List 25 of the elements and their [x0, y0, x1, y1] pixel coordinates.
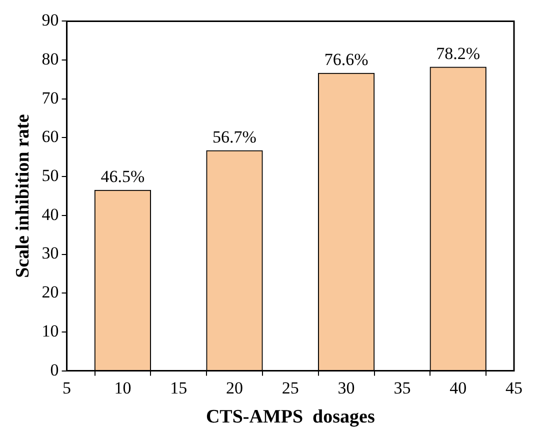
x-tick-label: 5	[62, 378, 72, 398]
data-label: 76.6%	[324, 50, 368, 70]
y-axis-title: Scale inhibition rate	[12, 114, 34, 278]
x-tick-label: 25	[282, 378, 299, 398]
y-tick-label: 40	[42, 204, 59, 224]
x-tick-label: 45	[506, 378, 522, 398]
y-tick-label: 50	[42, 166, 59, 186]
y-tick-label: 0	[50, 360, 59, 380]
y-tick-label: 20	[42, 282, 59, 302]
y-tick-label: 10	[42, 321, 59, 340]
data-label: 46.5%	[100, 167, 145, 186]
x-tick-label: 30	[338, 378, 355, 398]
x-tick-label: 35	[394, 378, 411, 398]
y-tick-label: 70	[42, 88, 59, 108]
y-tick-label: 80	[42, 50, 59, 69]
data-label: 78.2%	[436, 44, 480, 64]
y-tick-label: 60	[42, 127, 59, 146]
x-tick-label: 20	[226, 378, 243, 398]
y-tick-label: 30	[42, 244, 59, 263]
x-tick-label: 10	[114, 378, 132, 398]
x-axis-title: CTS-AMPS dosages	[206, 406, 375, 428]
x-tick-label: 40	[450, 378, 467, 398]
data-label: 56.7%	[212, 128, 256, 147]
x-tick-label: 15	[170, 378, 188, 398]
y-tick-label: 90	[42, 10, 59, 30]
